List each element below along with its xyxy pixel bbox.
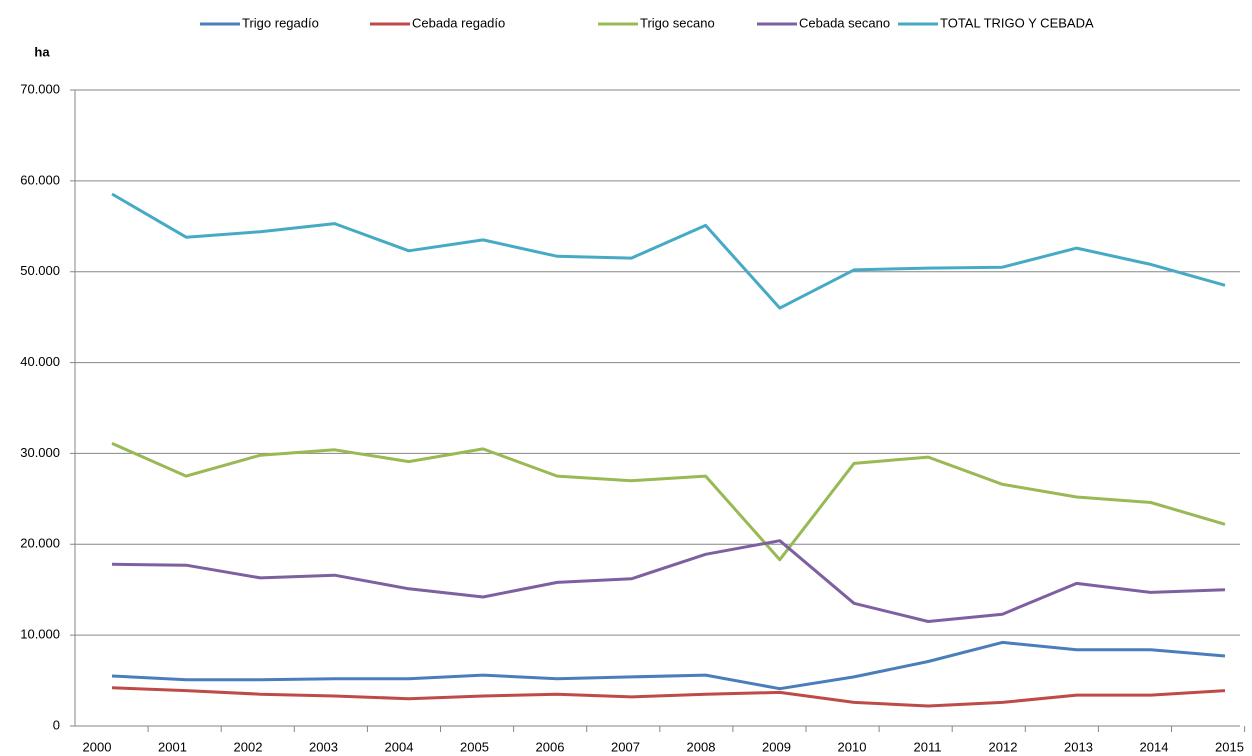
legend-label: Cebada regadío bbox=[412, 15, 505, 30]
x-tick-label: 2005 bbox=[460, 739, 489, 754]
y-tick-label: 30.000 bbox=[20, 445, 60, 460]
y-tick-label: 20.000 bbox=[20, 536, 60, 551]
y-tick-label: 50.000 bbox=[20, 263, 60, 278]
x-tick-label: 2004 bbox=[385, 739, 414, 754]
legend-label: Trigo secano bbox=[640, 15, 715, 30]
x-tick-label: 2014 bbox=[1140, 739, 1169, 754]
y-axis-label: ha bbox=[34, 44, 50, 59]
y-tick-label: 60.000 bbox=[20, 172, 60, 187]
y-tick-label: 10.000 bbox=[20, 627, 60, 642]
x-tick-label: 2012 bbox=[989, 739, 1018, 754]
series-line bbox=[111, 686, 1226, 708]
x-tick-label: 2000 bbox=[83, 739, 112, 754]
x-tick-label: 2006 bbox=[536, 739, 565, 754]
series-line bbox=[111, 539, 1226, 623]
series-line bbox=[111, 192, 1226, 310]
series-line bbox=[111, 640, 1226, 691]
x-tick-label: 2003 bbox=[309, 739, 338, 754]
x-tick-label: 2015 bbox=[1215, 739, 1244, 754]
y-tick-label: 0 bbox=[53, 717, 60, 732]
series-line bbox=[111, 442, 1226, 562]
x-tick-label: 2009 bbox=[762, 739, 791, 754]
x-tick-label: 2010 bbox=[838, 739, 867, 754]
legend-label: Cebada secano bbox=[799, 15, 890, 30]
legend-label: TOTAL TRIGO Y CEBADA bbox=[940, 15, 1094, 30]
x-tick-label: 2002 bbox=[234, 739, 263, 754]
x-tick-label: 2008 bbox=[687, 739, 716, 754]
y-tick-label: 70.000 bbox=[20, 81, 60, 96]
legend-label: Trigo regadío bbox=[242, 15, 319, 30]
x-tick-label: 2011 bbox=[914, 739, 942, 754]
y-tick-label: 40.000 bbox=[20, 354, 60, 369]
x-tick-label: 2013 bbox=[1064, 739, 1093, 754]
x-tick-label: 2007 bbox=[611, 739, 640, 754]
x-tick-label: 2001 bbox=[158, 739, 187, 754]
